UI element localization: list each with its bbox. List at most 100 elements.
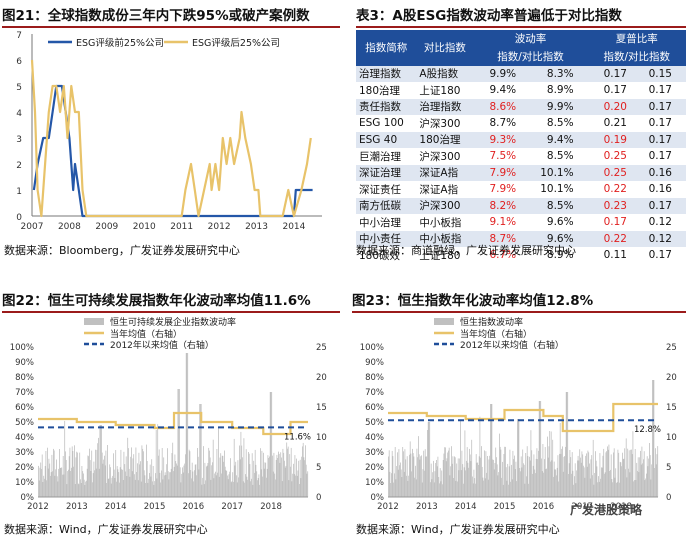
x-tick-label: 2017 <box>221 502 243 512</box>
volatility-bar <box>158 449 160 497</box>
volatility-bar <box>82 471 84 497</box>
volatility-bar <box>218 427 219 497</box>
volatility-bar <box>391 473 392 497</box>
volatility-bar <box>303 457 305 497</box>
volatility-bar <box>473 469 475 497</box>
volatility-bar <box>167 448 168 497</box>
volatility-bar <box>254 472 255 497</box>
volatility-bar <box>626 477 628 497</box>
volatility-bar <box>430 463 432 497</box>
volatility-bar <box>559 453 560 497</box>
volatility-bar <box>453 478 455 497</box>
volatility-bar <box>56 459 57 497</box>
volatility-bar <box>470 461 472 497</box>
volatility-bar <box>472 483 474 497</box>
volatility-bar <box>101 452 103 497</box>
volatility-bar <box>301 456 303 497</box>
volatility-bar <box>47 447 48 497</box>
volatility-bar <box>631 454 633 497</box>
volatility-bar <box>104 465 106 497</box>
volatility-bar <box>583 467 585 497</box>
volatility-bar <box>177 389 179 497</box>
volatility-bar <box>489 455 491 497</box>
volatility-bar <box>212 439 214 497</box>
volatility-bar <box>197 456 199 497</box>
volatility-bar <box>264 462 266 497</box>
volatility-bar <box>549 431 551 497</box>
volatility-bar <box>194 464 196 497</box>
volatility-bar <box>281 481 283 497</box>
th-compare-index: 对比指数 <box>416 30 474 66</box>
x-tick-label: 2009 <box>95 222 118 232</box>
volatility-bar <box>528 483 530 497</box>
volatility-bar <box>137 480 139 497</box>
volatility-bar <box>209 457 211 497</box>
volatility-bar <box>199 404 201 497</box>
cell-compare-volatility: 8.5% <box>527 148 588 165</box>
volatility-bar <box>163 457 165 497</box>
volatility-bar <box>439 468 441 497</box>
volatility-bar <box>527 456 529 497</box>
volatility-bar <box>454 457 456 497</box>
volatility-bar <box>548 446 550 497</box>
volatility-bar <box>222 455 224 497</box>
volatility-bar <box>619 461 621 497</box>
volatility-bar <box>171 453 173 497</box>
volatility-bar <box>575 483 577 497</box>
volatility-bar <box>616 482 617 497</box>
volatility-bar <box>597 482 599 497</box>
cell-sharpe: 0.22 <box>587 181 638 198</box>
volatility-bar <box>490 404 492 497</box>
volatility-bar <box>59 449 60 497</box>
th-volatility-sub: 指数/对比指数 <box>473 48 588 66</box>
volatility-bar <box>601 467 602 497</box>
volatility-bar <box>250 481 252 497</box>
volatility-bar <box>425 456 427 497</box>
volatility-bar <box>613 448 615 497</box>
volatility-bar <box>186 353 188 497</box>
volatility-bar <box>657 446 659 497</box>
volatility-bar <box>649 455 651 497</box>
fig22-source: 数据来源：Wind，广发证券发展研究中心 <box>4 523 208 536</box>
volatility-bar <box>217 472 219 497</box>
volatility-bar <box>226 470 228 497</box>
volatility-bar <box>421 482 423 497</box>
volatility-bar <box>262 476 264 497</box>
volatility-bar <box>176 465 178 497</box>
volatility-bar <box>109 464 111 497</box>
cell-compare-sharpe: 0.17 <box>637 197 686 215</box>
volatility-bar <box>464 430 466 497</box>
volatility-bar <box>134 474 135 497</box>
volatility-bar <box>40 462 42 497</box>
volatility-bar <box>244 482 246 497</box>
table-row: 责任指数 治理指数 8.6% 9.9% 0.20 0.17 <box>356 98 686 116</box>
volatility-bar <box>578 460 580 497</box>
volatility-bar <box>277 458 279 497</box>
volatility-bar <box>189 451 191 497</box>
volatility-bar <box>236 482 238 497</box>
cell-compare-sharpe: 0.17 <box>637 82 686 99</box>
volatility-bar <box>80 479 81 497</box>
volatility-bar <box>596 466 598 497</box>
volatility-bar <box>541 471 543 497</box>
fig22-chart: 0% 10% 20% 30% 40% 50% 60% 70% 80% 90% 100% 0 5 10 15 2… <box>10 316 327 512</box>
legend-label: 当年均值（右轴） <box>110 328 182 340</box>
volatility-bar <box>142 448 144 497</box>
watermark-text: 广发港股策略 <box>570 503 643 517</box>
volatility-bar <box>399 465 401 497</box>
legend-label: 恒生可持续发展企业指数波动率 <box>110 316 236 328</box>
volatility-bar <box>224 450 225 497</box>
volatility-bar <box>436 466 438 497</box>
volatility-bar <box>307 471 309 497</box>
volatility-bar <box>534 469 536 497</box>
volatility-bar <box>551 460 553 497</box>
volatility-bar <box>278 453 280 497</box>
volatility-bar <box>499 446 501 497</box>
volatility-bar <box>400 462 401 497</box>
volatility-bar <box>616 482 618 497</box>
volatility-bar <box>590 459 592 497</box>
volatility-bar <box>432 472 434 497</box>
volatility-bar <box>448 450 449 497</box>
volatility-bar <box>458 470 460 497</box>
volatility-bar <box>594 473 596 497</box>
